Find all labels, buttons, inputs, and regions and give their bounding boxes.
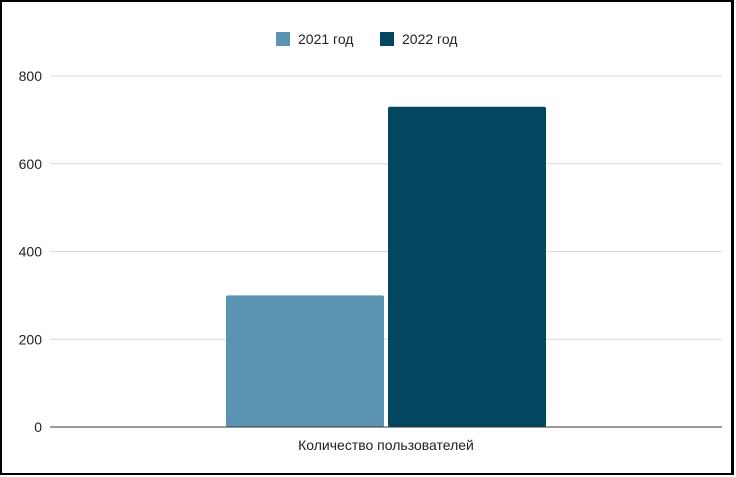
y-tick-label: 600 <box>19 156 43 172</box>
y-tick-label: 800 <box>19 68 43 84</box>
legend-label: 2021 год <box>298 31 353 47</box>
bars <box>226 106 546 428</box>
legend-label: 2022 год <box>402 31 457 47</box>
x-category-label: Количество пользователей <box>298 437 474 453</box>
bar-2021 <box>226 295 384 427</box>
y-tick-label: 200 <box>19 331 43 347</box>
y-tick-label: 0 <box>34 419 42 435</box>
x-axis-category-labels: Количество пользователей <box>298 437 474 453</box>
legend-swatch <box>380 32 394 46</box>
y-tick-label: 400 <box>19 244 43 260</box>
legend: 2021 год 2022 год <box>276 31 457 47</box>
gridlines <box>50 75 722 340</box>
bar-2022 <box>388 106 546 428</box>
y-axis-tick-labels: 0 200 400 600 800 <box>19 68 43 435</box>
legend-swatch <box>276 32 290 46</box>
